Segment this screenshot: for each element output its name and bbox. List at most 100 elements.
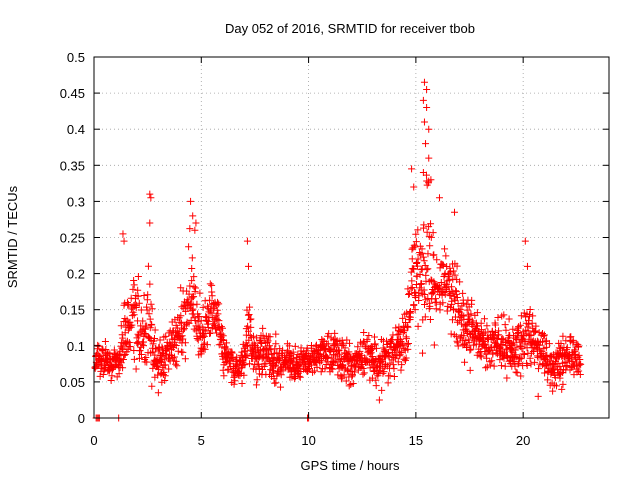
data-point xyxy=(106,350,114,358)
data-point xyxy=(330,358,338,366)
data-point xyxy=(195,312,203,320)
data-point xyxy=(188,277,196,285)
data-point xyxy=(520,351,528,359)
data-point xyxy=(297,344,305,352)
data-point xyxy=(295,372,303,380)
data-point xyxy=(119,355,127,363)
data-point xyxy=(291,342,299,350)
data-point xyxy=(128,321,136,329)
data-point xyxy=(148,382,156,390)
data-point xyxy=(317,368,325,376)
data-point xyxy=(525,335,533,343)
axis-ticks: 0 0.05 0.1 0.15 0.2 0.25 0.3 0.35 0.4 0.45 0.5 0 5 10… xyxy=(60,50,609,448)
data-point xyxy=(137,350,145,358)
data-point xyxy=(208,281,216,289)
data-point xyxy=(185,243,193,251)
data-point xyxy=(400,345,408,353)
data-point xyxy=(151,326,159,334)
x-tick-label: 20 xyxy=(516,433,530,448)
data-point xyxy=(201,345,209,353)
data-point xyxy=(349,379,357,387)
data-point xyxy=(448,300,456,308)
data-point xyxy=(337,372,345,380)
data-point xyxy=(174,347,182,355)
data-point xyxy=(397,338,405,346)
data-point xyxy=(246,316,254,324)
data-point xyxy=(468,296,476,304)
data-point xyxy=(514,333,522,341)
x-tick-label: 15 xyxy=(409,433,423,448)
data-point xyxy=(509,325,517,333)
data-point xyxy=(258,340,266,348)
data-point xyxy=(291,366,299,374)
data-point xyxy=(508,340,516,348)
data-point xyxy=(410,183,418,191)
data-point xyxy=(371,357,379,365)
data-point xyxy=(147,300,155,308)
data-point xyxy=(218,330,226,338)
data-point xyxy=(402,319,410,327)
data-point xyxy=(321,365,329,373)
data-point xyxy=(346,339,354,347)
data-point xyxy=(531,358,539,366)
y-tick-label: 0.15 xyxy=(60,303,85,318)
data-point xyxy=(134,292,142,300)
data-point xyxy=(181,355,189,363)
data-point xyxy=(419,169,427,177)
data-point xyxy=(488,357,496,365)
data-point xyxy=(428,290,436,298)
data-point xyxy=(244,342,252,350)
data-point xyxy=(451,271,459,279)
data-point xyxy=(416,270,424,278)
data-point xyxy=(493,346,501,354)
data-point xyxy=(259,366,267,374)
data-point xyxy=(204,324,212,332)
data-point xyxy=(386,343,394,351)
data-point xyxy=(237,351,245,359)
data-point xyxy=(407,285,415,293)
data-point xyxy=(405,290,413,298)
data-point xyxy=(403,340,411,348)
data-point xyxy=(206,296,214,304)
data-point xyxy=(412,230,420,238)
data-point xyxy=(438,260,446,268)
data-point xyxy=(563,344,571,352)
data-point xyxy=(378,357,386,365)
data-point xyxy=(188,265,196,273)
data-point xyxy=(178,332,186,340)
data-point xyxy=(473,309,481,317)
y-axis-label: SRMTID / TECUs xyxy=(5,185,20,288)
data-point xyxy=(185,290,193,298)
data-point xyxy=(460,332,468,340)
data-point xyxy=(214,298,222,306)
data-point xyxy=(266,342,274,350)
data-point xyxy=(231,377,239,385)
data-point xyxy=(435,194,443,202)
data-point xyxy=(371,341,379,349)
data-point xyxy=(420,118,428,126)
data-point xyxy=(466,346,474,354)
data-point xyxy=(495,331,503,339)
data-point xyxy=(453,294,461,302)
data-point xyxy=(110,346,118,354)
data-point xyxy=(191,226,199,234)
data-point xyxy=(247,315,255,323)
data-point xyxy=(200,326,208,334)
data-point xyxy=(441,245,449,253)
data-point xyxy=(413,262,421,270)
data-point xyxy=(370,333,378,341)
data-point xyxy=(410,301,418,309)
data-point xyxy=(240,371,248,379)
data-point xyxy=(434,281,442,289)
data-point xyxy=(403,335,411,343)
data-point xyxy=(113,373,121,381)
data-point xyxy=(132,304,140,312)
data-point xyxy=(215,341,223,349)
data-point xyxy=(193,300,201,308)
data-point xyxy=(351,368,359,376)
data-point xyxy=(409,265,417,273)
data-point xyxy=(477,326,485,334)
data-point xyxy=(243,237,251,245)
data-point xyxy=(532,322,540,330)
data-point xyxy=(130,311,138,319)
